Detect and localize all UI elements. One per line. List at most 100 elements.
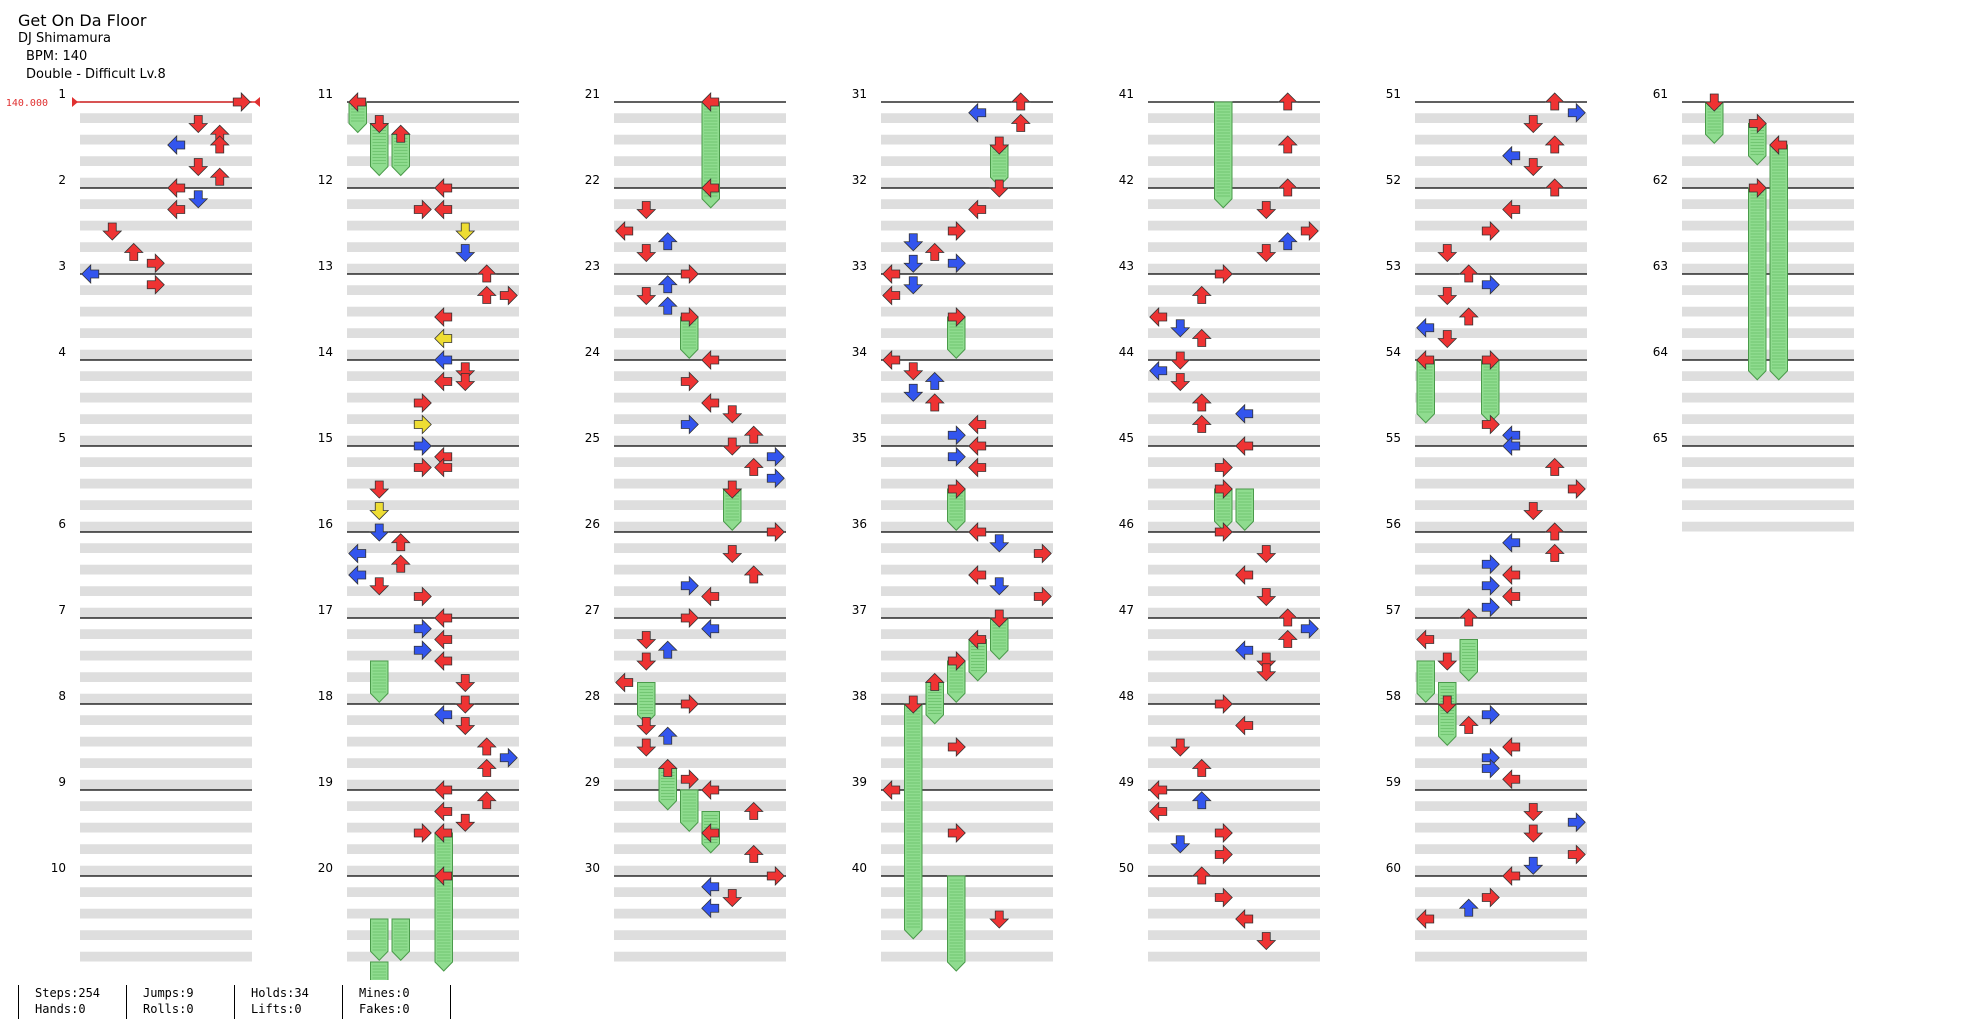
step-arrow	[1567, 812, 1586, 833]
measure-stripe	[1415, 779, 1587, 790]
measure-stripe	[347, 822, 519, 833]
step-arrow	[209, 135, 230, 154]
step-arrow	[1235, 403, 1254, 424]
measure-stripe	[614, 586, 786, 596]
step-arrow	[701, 823, 720, 843]
step-arrow	[636, 287, 657, 306]
bpm-marker-label: 140.000	[6, 98, 48, 109]
step-arrow	[434, 199, 453, 220]
step-arrow	[766, 468, 785, 489]
step-arrow	[1191, 866, 1212, 885]
song-difficulty: Double - Difficult Lv.8	[26, 67, 166, 82]
measure-number: 54	[1386, 345, 1401, 359]
step-arrow	[1214, 479, 1233, 499]
measure-stripe	[614, 887, 786, 897]
measure-stripe	[80, 521, 252, 532]
step-arrow	[1235, 909, 1254, 929]
measure-stripe	[80, 650, 252, 661]
measure-stripe	[347, 371, 519, 381]
step-arrow	[968, 522, 987, 542]
step-arrow	[102, 222, 123, 241]
step-arrow	[701, 780, 720, 800]
measure-stripe	[1682, 457, 1854, 467]
measure-stripe	[614, 930, 786, 940]
measure-stripe	[80, 672, 252, 682]
measure-stripe	[881, 242, 1053, 252]
measure-number: 36	[852, 517, 867, 531]
measure-stripe	[347, 844, 519, 854]
step-arrow	[1277, 92, 1298, 111]
measure-stripe	[1682, 220, 1854, 231]
stat-hands: Hands:0	[35, 1002, 86, 1016]
step-arrow	[924, 393, 945, 412]
measure-stripe	[614, 693, 786, 704]
measure-stripe	[1148, 521, 1320, 532]
step-arrow	[413, 586, 432, 607]
measure-stripe	[347, 930, 519, 940]
measure-stripe	[1415, 220, 1587, 231]
measure-stripe	[1148, 693, 1320, 704]
measure-stripe	[881, 865, 1053, 876]
measure-stripe	[80, 908, 252, 919]
step-arrow	[947, 307, 966, 327]
step-arrow	[1277, 608, 1298, 627]
measure-stripe	[1682, 306, 1854, 317]
step-arrow	[968, 102, 987, 123]
measure-number: 46	[1119, 517, 1134, 531]
step-arrow	[701, 350, 720, 370]
measure-stripe	[1415, 822, 1587, 833]
measure-stripe	[347, 758, 519, 768]
measure-number: 8	[58, 689, 66, 703]
step-arrow	[1704, 93, 1725, 112]
step-arrow	[1769, 135, 1788, 155]
measure-stripe	[1148, 672, 1320, 682]
measure-stripe	[881, 392, 1053, 403]
measure-stripe	[1682, 177, 1854, 188]
measure-stripe	[881, 285, 1053, 295]
measure-number: 19	[318, 775, 333, 789]
step-arrow	[455, 373, 476, 392]
step-arrow	[1191, 393, 1212, 412]
step-arrow	[680, 694, 699, 714]
measure-stripe	[1415, 134, 1587, 145]
measure-stripe	[881, 371, 1053, 381]
measure-number: 39	[852, 775, 867, 789]
step-arrow	[657, 296, 678, 315]
measure-stripe	[881, 263, 1053, 274]
step-arrow	[369, 502, 390, 521]
measure-stripe	[1682, 199, 1854, 209]
measure-stripe	[614, 285, 786, 295]
measure-stripe	[80, 177, 252, 188]
measure-stripe	[80, 543, 252, 553]
step-arrow	[1748, 113, 1767, 134]
measure-stripe	[1415, 650, 1587, 661]
song-artist: DJ Shimamura	[18, 31, 111, 46]
hold-body	[1459, 639, 1478, 682]
measure-stripe	[614, 392, 786, 403]
measure-stripe	[881, 543, 1053, 553]
step-arrow	[1214, 887, 1233, 908]
measure-stripe	[80, 285, 252, 295]
measure-stripe	[1415, 349, 1587, 360]
step-arrow	[1502, 586, 1521, 607]
measure-stripe	[881, 607, 1053, 618]
step-arrow	[882, 780, 901, 800]
step-arrow	[743, 425, 764, 444]
measure-stripe	[881, 779, 1053, 790]
hold-body	[370, 961, 389, 980]
measure-stripe	[80, 887, 252, 897]
measure-stripe	[80, 693, 252, 704]
step-arrow	[1416, 350, 1435, 370]
step-arrow	[701, 618, 720, 639]
step-arrow	[1544, 457, 1565, 476]
hold-body	[947, 875, 966, 972]
measure-stripe	[1415, 371, 1587, 381]
step-arrow	[657, 758, 678, 777]
measure-stripe	[1148, 930, 1320, 940]
hold-body	[370, 918, 389, 961]
step-arrow	[434, 629, 453, 650]
measure-stripe	[1415, 457, 1587, 467]
measure-number: 32	[852, 173, 867, 187]
measure-number: 44	[1119, 345, 1134, 359]
step-arrow	[455, 244, 476, 263]
